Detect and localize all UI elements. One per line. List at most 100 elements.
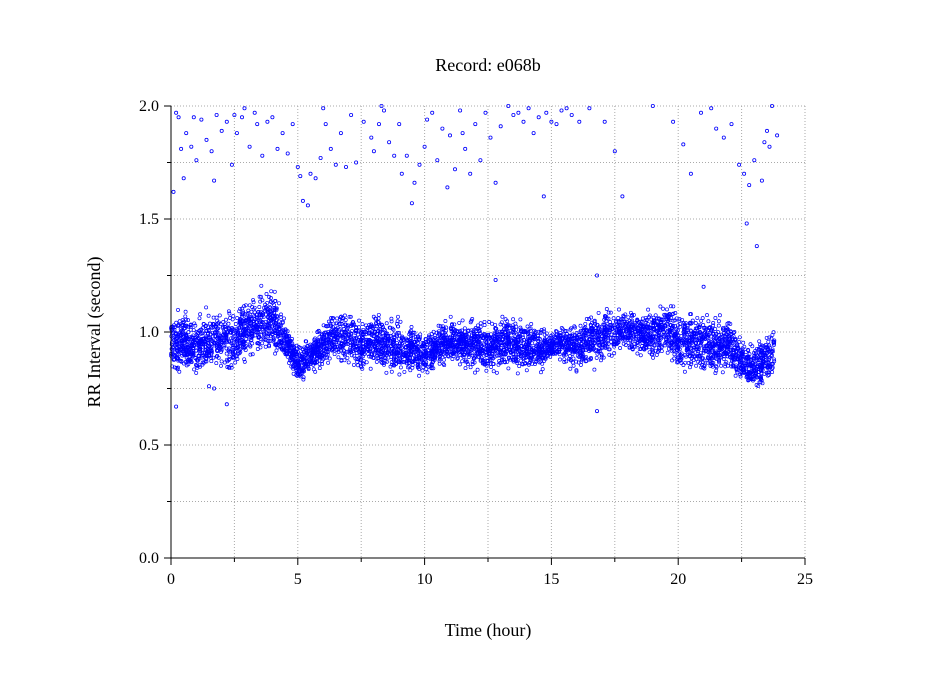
data-point — [518, 334, 523, 339]
data-point — [370, 352, 375, 356]
data-point — [195, 358, 200, 363]
data-point — [737, 335, 742, 340]
data-point — [474, 351, 479, 356]
data-point — [499, 320, 504, 325]
data-point — [491, 369, 496, 374]
data-point — [468, 320, 473, 325]
data-point — [713, 316, 718, 320]
data-point — [723, 364, 728, 369]
data-point — [215, 336, 220, 341]
data-point — [361, 336, 366, 341]
data-point — [571, 356, 576, 361]
data-point — [388, 364, 393, 369]
data-point — [568, 366, 573, 371]
data-point — [763, 353, 767, 357]
data-point — [241, 340, 246, 345]
data-point — [289, 357, 294, 361]
data-point — [480, 348, 485, 353]
data-point — [429, 349, 434, 354]
data-point — [678, 338, 682, 343]
data-point — [410, 365, 415, 370]
data-point — [638, 353, 643, 358]
data-point — [236, 345, 241, 350]
data-point — [470, 359, 475, 364]
data-point — [533, 360, 538, 365]
data-point — [212, 340, 217, 345]
data-point — [694, 332, 699, 337]
data-point — [314, 342, 318, 347]
data-point — [772, 340, 777, 344]
data-point — [699, 356, 704, 361]
data-point — [183, 309, 188, 314]
data-point — [733, 337, 738, 342]
data-point — [241, 326, 246, 331]
data-point — [349, 353, 354, 358]
data-point — [450, 338, 455, 343]
data-point — [770, 353, 774, 358]
data-point — [174, 342, 179, 347]
data-point — [503, 317, 508, 322]
data-point — [518, 344, 523, 349]
data-point — [375, 351, 380, 356]
data-point — [460, 349, 465, 354]
data-point — [578, 354, 583, 358]
data-point — [739, 348, 744, 352]
data-point — [689, 360, 694, 365]
data-point — [758, 342, 762, 347]
data-point — [227, 311, 232, 316]
data-point — [250, 328, 255, 333]
data-point — [247, 318, 251, 322]
data-point — [250, 352, 255, 357]
data-point — [522, 330, 527, 334]
data-point — [327, 333, 332, 338]
data-point — [359, 350, 364, 355]
data-point — [449, 326, 453, 331]
data-point — [244, 343, 248, 348]
data-point — [389, 319, 394, 324]
data-point — [478, 324, 483, 329]
data-point — [272, 303, 277, 308]
data-point — [614, 320, 619, 325]
data-point — [541, 356, 546, 361]
data-point — [336, 347, 341, 351]
data-point — [595, 322, 600, 327]
data-point — [717, 359, 721, 364]
data-point — [633, 339, 638, 344]
data-point — [695, 315, 700, 320]
data-point — [428, 353, 433, 358]
data-point — [402, 369, 407, 374]
data-point — [252, 323, 257, 328]
data-point — [412, 330, 417, 335]
data-point — [398, 365, 403, 370]
data-point — [524, 348, 529, 353]
data-point — [219, 363, 223, 368]
data-point — [525, 324, 530, 329]
data-point — [664, 337, 669, 342]
data-point — [346, 323, 351, 328]
data-point — [445, 340, 450, 345]
data-point — [372, 356, 377, 360]
data-point — [761, 356, 765, 361]
data-point — [628, 310, 633, 315]
data-point — [610, 335, 615, 340]
data-point — [182, 324, 187, 328]
data-point — [770, 332, 775, 337]
data-point — [272, 289, 277, 294]
data-point — [496, 353, 501, 358]
data-point — [731, 357, 736, 362]
data-point — [385, 341, 390, 346]
data-point — [391, 327, 396, 332]
data-point — [493, 346, 498, 351]
data-point — [717, 348, 722, 352]
data-point — [311, 362, 316, 367]
data-point — [527, 361, 532, 366]
data-point — [414, 339, 419, 344]
data-point — [559, 326, 564, 330]
data-point — [721, 327, 726, 332]
data-point — [397, 344, 402, 348]
data-point — [375, 353, 380, 358]
data-point — [658, 304, 663, 309]
data-point — [744, 356, 749, 361]
data-point — [594, 355, 599, 360]
data-point — [227, 346, 232, 351]
